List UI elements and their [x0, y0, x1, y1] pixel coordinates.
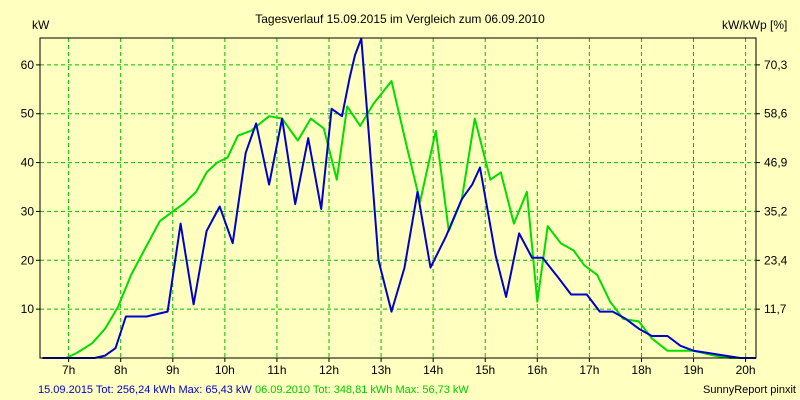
x-tick-label: 13h	[371, 363, 391, 377]
y-tick-label-right: 46,9	[764, 156, 788, 170]
x-tick-label: 8h	[114, 363, 127, 377]
x-tick-label: 7h	[62, 363, 75, 377]
x-tick-label: 20h	[736, 363, 756, 377]
y-tick-label-left: 30	[21, 204, 35, 218]
y-tick-label-right: 23,4	[764, 253, 788, 267]
x-tick-label: 11h	[267, 363, 286, 377]
x-tick-label: 9h	[166, 363, 179, 377]
x-tick-label: 14h	[423, 363, 443, 377]
y-tick-label-left: 50	[21, 107, 35, 121]
x-tick-label: 12h	[319, 363, 339, 377]
series-line-15-09-2015	[42, 37, 756, 359]
x-tick-label: 15h	[475, 363, 495, 377]
y-axis-label-right: kW/kWp [%]	[722, 18, 787, 32]
tick-labels: 7h 8h 9h 10h 11h 12h 13h 14h 15h 16h 17h 18h 19h 20h 1…	[21, 58, 788, 377]
y-tick-label-left: 20	[21, 253, 35, 267]
x-tick-label: 17h	[579, 363, 599, 377]
x-tick-label: 10h	[215, 363, 235, 377]
y-tick-label-left: 60	[21, 58, 35, 72]
y-tick-label-right: 11,7	[764, 302, 787, 316]
y-tick-label-right: 35,2	[764, 204, 788, 218]
plot-frame	[39, 37, 757, 359]
legend-series-2015: 15.09.2015 Tot: 256,24 kWh Max: 65,43 kW	[38, 384, 252, 396]
series-lines	[42, 37, 756, 359]
chart-title: Tagesverlauf 15.09.2015 im Vergleich zum…	[255, 12, 545, 26]
y-tick-label-left: 10	[21, 302, 35, 316]
y-tick-label-right: 58,6	[764, 107, 788, 121]
x-tick-label: 18h	[631, 363, 651, 377]
y-tick-label-left: 40	[21, 156, 35, 170]
x-tick-label: 19h	[683, 363, 703, 377]
y-tick-label-right: 70,3	[764, 58, 788, 72]
series-line-06-09-2010	[42, 80, 756, 359]
footer-credit: SunnyReport pinxit	[703, 384, 796, 396]
x-tick-label: 16h	[527, 363, 547, 377]
grid	[36, 38, 760, 362]
y-axis-label-left: kW	[32, 18, 50, 32]
legend-series-2010: 06.09.2010 Tot: 348,81 kWh Max: 56,73 kW	[255, 384, 469, 396]
